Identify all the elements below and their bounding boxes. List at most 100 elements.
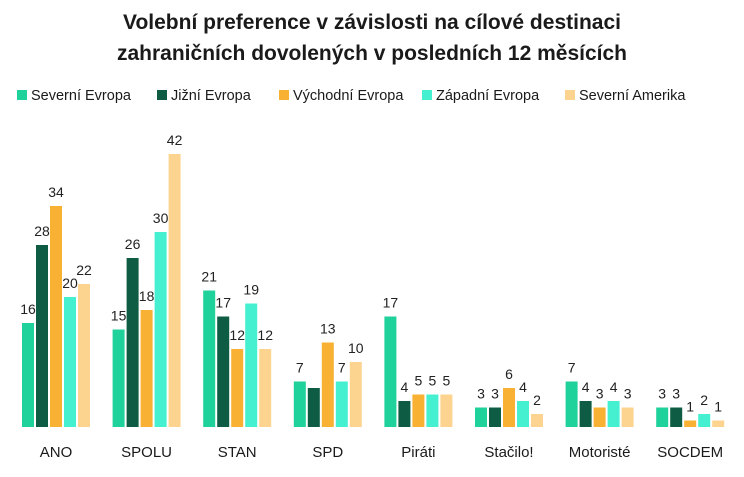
data-label-spd-zapadni-evropa: 7 — [338, 360, 346, 376]
legend-swatch-severni-evropa — [17, 90, 27, 100]
bar-ano-vychodni-evropa — [50, 206, 62, 427]
bar-ano-severni-amerika — [78, 284, 90, 427]
category-label-socdem: SOCDEM — [657, 444, 723, 461]
data-label-stacilo-vychodni-evropa: 6 — [505, 366, 513, 382]
data-label-spd-severni-evropa: 7 — [296, 360, 304, 376]
data-label-motoriste-severni-amerika: 3 — [624, 386, 632, 402]
category-label-stacilo: Stačilo! — [484, 444, 533, 461]
bar-stacilo-severni-evropa — [475, 407, 487, 427]
bar-ano-zapadni-evropa — [64, 297, 76, 427]
bar-spolu-jizni-evropa — [126, 258, 139, 427]
data-label-ano-severni-evropa: 16 — [20, 301, 36, 317]
data-label-socdem-severni-amerika: 1 — [714, 399, 722, 415]
data-label-spolu-zapadni-evropa: 30 — [153, 210, 169, 226]
plot-area: 1628342022ANO1526183042SPOLU2117121912ST… — [20, 132, 725, 461]
category-label-pirati: Piráti — [401, 444, 435, 461]
data-label-stan-severni-amerika: 12 — [257, 327, 273, 343]
bar-socdem-severni-evropa — [656, 407, 669, 427]
data-label-stan-jizni-evropa: 17 — [215, 295, 231, 311]
bar-socdem-zapadni-evropa — [698, 414, 711, 427]
data-label-spolu-jizni-evropa: 26 — [125, 236, 141, 252]
bar-pirati-zapadni-evropa — [426, 394, 439, 427]
bar-socdem-jizni-evropa — [670, 407, 683, 427]
category-label-motoriste: Motoristé — [569, 444, 631, 461]
data-label-motoriste-jizni-evropa: 4 — [582, 379, 590, 395]
data-label-ano-zapadni-evropa: 20 — [62, 275, 78, 291]
bar-stacilo-zapadni-evropa — [517, 401, 529, 427]
data-label-spolu-vychodni-evropa: 18 — [139, 288, 155, 304]
data-label-socdem-zapadni-evropa: 2 — [700, 392, 708, 408]
bar-stan-jizni-evropa — [217, 316, 230, 427]
data-label-stacilo-severni-amerika: 2 — [533, 392, 541, 408]
category-label-ano: ANO — [40, 444, 73, 461]
data-label-socdem-vychodni-evropa: 1 — [686, 399, 694, 415]
bar-spd-severni-amerika — [349, 362, 362, 427]
bar-spolu-zapadni-evropa — [154, 232, 167, 427]
data-label-ano-jizni-evropa: 28 — [34, 223, 50, 239]
bar-motoriste-zapadni-evropa — [607, 401, 620, 427]
bar-stan-severni-amerika — [259, 349, 272, 427]
bar-ano-severni-evropa — [22, 323, 34, 427]
bar-motoriste-vychodni-evropa — [593, 407, 606, 427]
data-label-motoriste-zapadni-evropa: 4 — [610, 379, 618, 395]
legend-label-zapadni-evropa: Západní Evropa — [436, 88, 540, 104]
legend-label-severni-evropa: Severní Evropa — [31, 88, 132, 104]
data-label-stacilo-severni-evropa: 3 — [477, 386, 485, 402]
bar-stacilo-severni-amerika — [531, 414, 543, 427]
bar-socdem-vychodni-evropa — [684, 420, 697, 427]
legend-swatch-severni-amerika — [565, 90, 575, 100]
data-label-socdem-jizni-evropa: 3 — [672, 386, 680, 402]
data-label-stan-vychodni-evropa: 12 — [229, 327, 245, 343]
data-label-socdem-severni-evropa: 3 — [658, 386, 666, 402]
legend-label-vychodni-evropa: Východní Evropa — [293, 88, 404, 104]
data-label-ano-severni-amerika: 22 — [76, 262, 92, 278]
data-label-stan-zapadni-evropa: 19 — [243, 282, 259, 298]
legend-swatch-jizni-evropa — [157, 90, 167, 100]
bar-socdem-severni-amerika — [712, 420, 725, 427]
bar-pirati-jizni-evropa — [398, 401, 411, 427]
bar-motoriste-severni-evropa — [565, 381, 578, 427]
bar-stan-vychodni-evropa — [231, 349, 244, 427]
data-label-pirati-severni-evropa: 17 — [383, 295, 399, 311]
data-label-spd-vychodni-evropa: 13 — [320, 321, 336, 337]
bar-spd-vychodni-evropa — [321, 342, 334, 427]
bar-spd-severni-evropa — [293, 381, 306, 427]
category-label-spolu: SPOLU — [121, 444, 172, 461]
bar-stacilo-vychodni-evropa — [503, 388, 515, 427]
data-label-ano-vychodni-evropa: 34 — [48, 184, 64, 200]
legend-swatch-vychodni-evropa — [279, 90, 289, 100]
bar-stan-severni-evropa — [203, 290, 216, 427]
bar-stacilo-jizni-evropa — [489, 407, 501, 427]
bar-pirati-severni-evropa — [384, 316, 397, 427]
bar-spd-zapadni-evropa — [335, 381, 348, 427]
bar-ano-jizni-evropa — [36, 245, 48, 427]
bar-spolu-vychodni-evropa — [140, 310, 153, 427]
data-label-pirati-vychodni-evropa: 5 — [415, 373, 423, 389]
legend-label-jizni-evropa: Jižní Evropa — [171, 88, 252, 104]
bar-motoriste-jizni-evropa — [579, 401, 592, 427]
data-label-motoriste-vychodni-evropa: 3 — [596, 386, 604, 402]
chart-title-line-2: zahraničních dovolených v posledních 12 … — [117, 42, 627, 65]
legend-label-severni-amerika: Severní Amerika — [579, 88, 686, 104]
chart-title-line-1: Volební preference v závislosti na cílov… — [123, 11, 621, 34]
bar-motoriste-severni-amerika — [621, 407, 634, 427]
data-label-pirati-jizni-evropa: 4 — [401, 379, 409, 395]
data-label-spolu-severni-amerika: 42 — [167, 132, 183, 148]
category-label-stan: STAN — [218, 444, 257, 461]
legend-swatch-zapadni-evropa — [422, 90, 432, 100]
bar-spolu-severni-amerika — [168, 154, 181, 427]
category-label-spd: SPD — [312, 444, 343, 461]
bar-pirati-severni-amerika — [440, 394, 453, 427]
bar-spolu-severni-evropa — [112, 329, 125, 427]
data-label-stacilo-zapadni-evropa: 4 — [519, 379, 527, 395]
data-label-spd-severni-amerika: 10 — [348, 340, 364, 356]
data-label-pirati-severni-amerika: 5 — [443, 373, 451, 389]
data-label-stan-severni-evropa: 21 — [201, 269, 217, 285]
data-label-pirati-zapadni-evropa: 5 — [429, 373, 437, 389]
bar-stan-zapadni-evropa — [245, 303, 258, 427]
bar-spd-jizni-evropa — [307, 388, 320, 427]
data-label-spolu-severni-evropa: 15 — [111, 308, 127, 324]
bar-pirati-vychodni-evropa — [412, 394, 425, 427]
